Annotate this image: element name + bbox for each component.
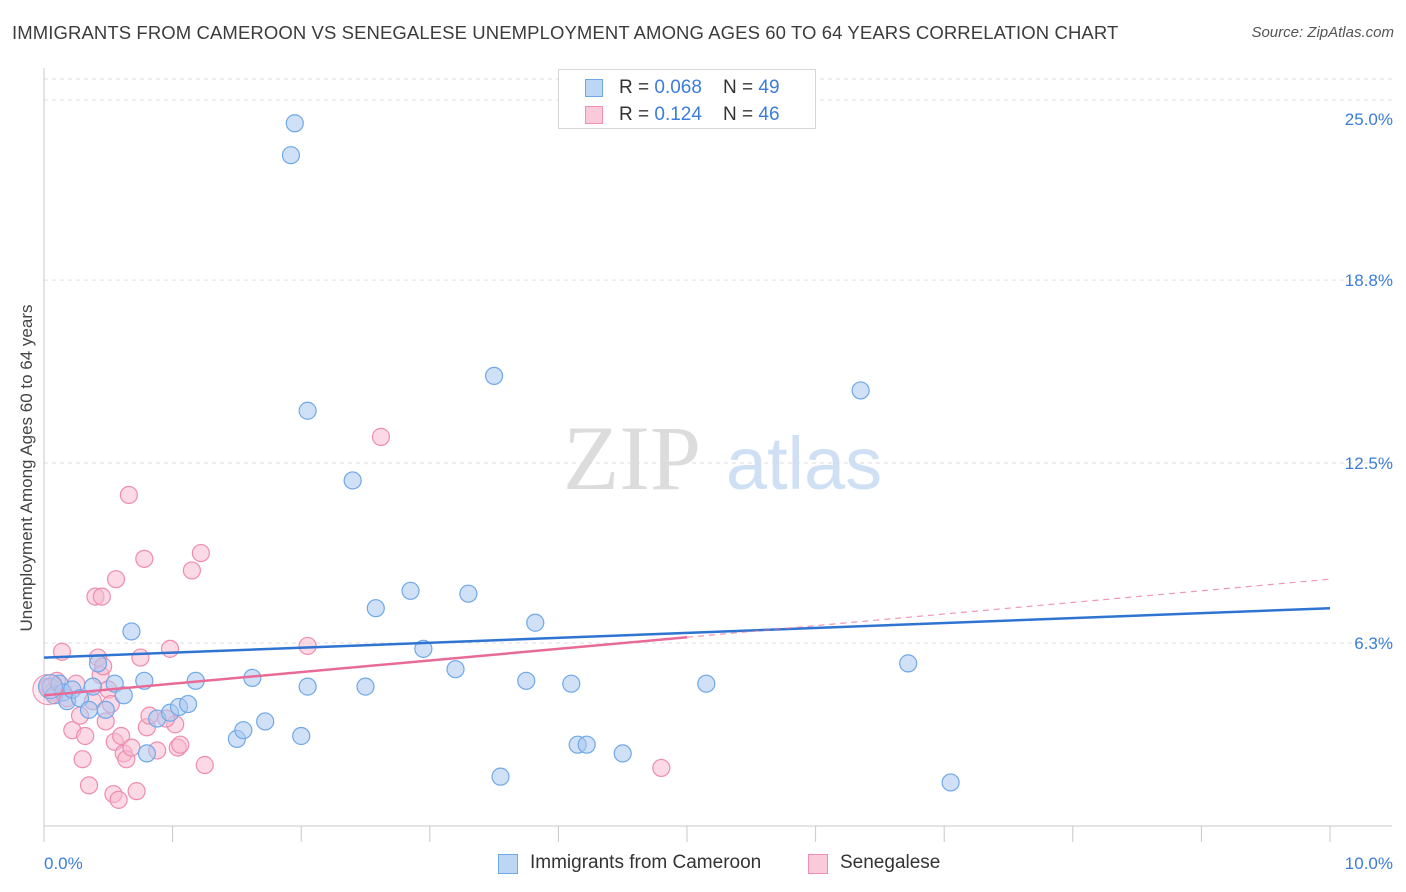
senegalese-point (109, 790, 128, 809)
senegalese-point (73, 750, 92, 769)
cameroon-point (517, 671, 536, 690)
watermark-zip: ZIP (563, 407, 701, 509)
cameroon-point (79, 700, 99, 719)
legend-r-label: R = (619, 77, 655, 98)
cameroon-point (114, 686, 133, 705)
x-tick-label: 10.0% (1345, 854, 1393, 873)
senegalese-point (652, 758, 671, 778)
senegalese-point (160, 639, 180, 658)
senegalese-point (195, 755, 214, 775)
legend-n-value: 49 (758, 77, 780, 98)
senegalese-point (112, 726, 131, 746)
cameroon-point (137, 744, 156, 763)
watermark-atlas: atlas (726, 422, 882, 505)
cameroon-point (298, 401, 317, 420)
cameroon-point (122, 622, 141, 641)
cameroon-point (577, 735, 596, 754)
senegalese-point (171, 735, 190, 754)
senegalese-point (76, 726, 95, 746)
bottom-legend-label-senegalese: Senegalese (840, 852, 941, 873)
legend-n-label: N = (723, 104, 759, 125)
cameroon-point (366, 599, 385, 618)
watermark: ZIP atlas (563, 407, 882, 509)
correlation-legend: R = 0.068 N = 49 R = 0.124 N = 46 (558, 69, 816, 129)
senegalese-point (106, 570, 126, 589)
cameroon-trend-line (43, 606, 1331, 659)
senegalese-point (298, 636, 317, 656)
senegalese-point (92, 587, 111, 606)
legend-r-value: 0.124 (654, 104, 702, 125)
cameroon-point (343, 471, 362, 490)
legend-n-label: N = (723, 77, 759, 98)
senegalese-point (131, 648, 150, 667)
bottom-legend-label-cameroon: Immigrants from Cameroon (530, 852, 762, 873)
senegalese-point (122, 738, 141, 757)
grid-lines (44, 78, 1392, 644)
cameroon-point (356, 677, 375, 696)
cameroon-point (292, 726, 311, 746)
senegalese-trend-line (43, 636, 688, 697)
trend-lines (43, 578, 1331, 697)
cameroon-point (401, 581, 420, 600)
senegalese-trend-extension (686, 578, 1331, 638)
legend-swatch-cameroon (585, 79, 603, 97)
y-tick-label: 25.0% (1345, 110, 1393, 129)
cameroon-point (562, 674, 581, 693)
cameroon-point (613, 744, 632, 763)
cameroon-point (485, 366, 504, 386)
cameroon-point (446, 660, 465, 679)
cameroon-cluster-point (37, 674, 63, 700)
legend-n-value: 46 (758, 104, 780, 125)
cameroon-point (178, 694, 198, 714)
y-tick-label: 6.3% (1354, 634, 1393, 653)
senegalese-point (135, 549, 154, 568)
cameroon-point (88, 654, 108, 673)
cameroon-point (298, 677, 317, 696)
cameroon-point (96, 700, 115, 719)
senegalese-point (119, 485, 138, 505)
y-tick-label: 12.5% (1345, 454, 1393, 473)
senegalese-point (371, 427, 391, 446)
source-note: Source: ZipAtlas.com (1251, 24, 1394, 41)
senegalese-point (182, 561, 201, 580)
chart-title: IMMIGRANTS FROM CAMEROON VS SENEGALESE U… (12, 22, 1119, 43)
cameroon-point (941, 773, 960, 792)
cameroon-point (899, 654, 918, 673)
legend-swatch-senegalese (585, 106, 603, 124)
cameroon-point (414, 639, 433, 658)
x-tick-label: 0.0% (44, 854, 83, 873)
cameroon-point (234, 721, 253, 740)
y-tick-label: 18.8% (1345, 271, 1393, 290)
senegalese-point (191, 543, 210, 563)
cameroon-point (281, 146, 301, 165)
axes: 6.3% 12.5% 18.8% 25.0% 0.0% 10.0% (43, 68, 1393, 873)
data-points (32, 114, 960, 809)
bottom-legend-swatch-cameroon (498, 854, 518, 874)
cameroon-point (851, 381, 870, 400)
cameroon-point (697, 674, 716, 693)
cameroon-point (491, 767, 510, 786)
cameroon-point (285, 114, 304, 133)
cameroon-point (459, 584, 478, 603)
legend-r-value: 0.068 (654, 77, 702, 98)
cameroon-point (256, 712, 275, 731)
bottom-legend-swatch-senegalese (808, 854, 828, 874)
legend-r-label: R = (619, 104, 655, 125)
senegalese-point (79, 776, 99, 795)
cameroon-point (526, 613, 545, 632)
senegalese-point (127, 782, 146, 801)
